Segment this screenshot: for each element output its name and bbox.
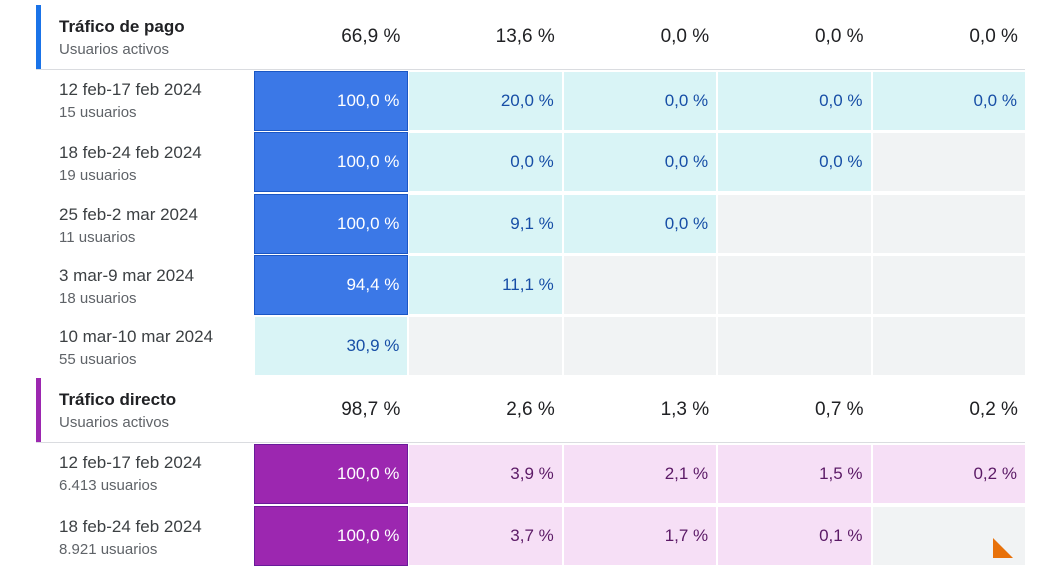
cohort-user-count: 19 usuarios [59, 167, 137, 185]
segment-total-week-3: 0,7 % [814, 399, 864, 421]
segment-totals: 66,9 % 13,6 % 0,0 % 0,0 % 0,0 % [254, 5, 1026, 69]
retention-cell[interactable]: 1,7 % [563, 506, 717, 565]
retention-cell[interactable]: 30,9 % [255, 317, 408, 376]
retention-cell [563, 317, 717, 376]
retention-cell[interactable]: 0,0 % [563, 72, 717, 130]
cohort-cells: 94,4 % 11,1 % [253, 254, 1027, 317]
retention-cell [718, 194, 871, 253]
cursor-pointer-icon [993, 538, 1013, 558]
retention-cell[interactable]: 1,5 % [718, 445, 871, 504]
retention-cell[interactable]: 0,0 % [718, 72, 871, 130]
cohort-label: 3 mar-9 mar 2024 18 usuarios [59, 266, 194, 308]
cohort-row: 18 feb-24 feb 2024 8.921 usuarios 100,0 % 3… [36, 505, 1027, 568]
retention-cell[interactable]: 3,9 % [409, 445, 562, 504]
cohort-date-range: 18 feb-24 feb 2024 [59, 516, 202, 536]
retention-cell [872, 317, 1025, 376]
cohort-user-count: 55 usuarios [59, 351, 137, 369]
cohort-user-count: 8.921 usuarios [59, 540, 158, 558]
retention-cell [872, 194, 1025, 253]
segment-total-week-2: 0,0 % [660, 26, 710, 47]
segment-total-week-2: 1,3 % [660, 399, 710, 421]
cohort-label: 12 feb-17 feb 2024 6.413 usuarios [59, 453, 202, 495]
retention-cell[interactable]: 20,0 % [409, 72, 562, 130]
retention-cell[interactable]: 0,0 % [409, 133, 562, 192]
retention-cell[interactable]: 2,1 % [563, 445, 717, 504]
segment-totals: 98,7 % 2,6 % 1,3 % 0,7 % 0,2 % [254, 378, 1026, 442]
segment-total-week-4: 0,2 % [969, 399, 1018, 421]
cohort-cells: 100,0 % 3,7 % 1,7 % 0,1 % [253, 505, 1027, 568]
retention-cell [563, 255, 717, 314]
segment-title: Tráfico directo Usuarios activos [59, 390, 176, 432]
retention-cell [872, 255, 1025, 314]
cohort-date-range: 12 feb-17 feb 2024 [59, 453, 202, 473]
retention-cell[interactable]: 0,0 % [872, 72, 1025, 130]
retention-cell[interactable]: 94,4 % [253, 254, 409, 315]
retention-cell[interactable]: 100,0 % [253, 132, 409, 193]
segment-header-direct[interactable]: Tráfico directo Usuarios activos 98,7 % 2,6… [36, 378, 1026, 444]
retention-cell[interactable]: 100,0 % [253, 193, 409, 254]
cohort-label: 18 feb-24 feb 2024 8.921 usuarios [59, 517, 202, 559]
segment-color-bar [36, 5, 41, 69]
cohort-user-count: 11 usuarios [59, 228, 136, 246]
cohort-label: 12 feb-17 feb 2024 15 usuarios [59, 80, 202, 122]
retention-cell[interactable]: 0,1 % [718, 506, 871, 565]
retention-cell[interactable]: 0,0 % [718, 133, 871, 192]
cohort-cells: 100,0 % 9,1 % 0,0 % [253, 193, 1027, 256]
cohort-cells: 100,0 % 0,0 % 0,0 % 0,0 % [253, 132, 1027, 194]
cohort-row: 25 feb-2 mar 2024 11 usuarios 100,0 % 9,1 %… [36, 193, 1027, 256]
retention-cell[interactable]: 3,7 % [409, 506, 562, 565]
cohort-row: 3 mar-9 mar 2024 18 usuarios 94,4 % 11,1 % [36, 254, 1027, 317]
cohort-row: 12 feb-17 feb 2024 15 usuarios 100,0 % 20,0… [36, 70, 1025, 133]
cohort-label: 18 feb-24 feb 2024 19 usuarios [59, 143, 202, 185]
segment-name: Tráfico directo [59, 390, 177, 410]
segment-title: Tráfico de pago Usuarios activos [59, 17, 185, 59]
cohort-cells: 100,0 % 3,9 % 2,1 % 1,5 % 0,2 % [253, 444, 1027, 508]
segment-color-bar [36, 378, 41, 443]
retention-cell[interactable]: 0,2 % [872, 445, 1025, 504]
segment-total-week-0: 98,7 % [341, 399, 401, 421]
segment-metric: Usuarios activos [59, 414, 170, 432]
segment-total-week-4: 0,0 % [969, 26, 1018, 47]
cohort-date-range: 3 mar-9 mar 2024 [59, 265, 195, 285]
retention-cell[interactable]: 11,1 % [409, 255, 562, 314]
cohort-row: 18 feb-24 feb 2024 19 usuarios 100,0 % 0,0 … [36, 132, 1027, 194]
segment-name: Tráfico de pago [59, 17, 185, 36]
segment-header-paid[interactable]: Tráfico de pago Usuarios activos 66,9 % 13,… [36, 5, 1025, 70]
cohort-date-range: 12 feb-17 feb 2024 [59, 80, 202, 99]
cohort-label: 25 feb-2 mar 2024 11 usuarios [59, 205, 198, 247]
cohort-row: 12 feb-17 feb 2024 6.413 usuarios 100,0 % 3… [36, 443, 1025, 506]
cohort-date-range: 25 feb-2 mar 2024 [59, 204, 198, 224]
segment-total-week-0: 66,9 % [341, 26, 401, 47]
cohort-cells: 100,0 % 20,0 % 0,0 % 0,0 % 0,0 % [253, 71, 1027, 135]
retention-cell[interactable]: 100,0 % [253, 505, 409, 566]
segment-metric: Usuarios activos [59, 41, 170, 58]
cohort-user-count: 18 usuarios [59, 289, 137, 307]
retention-cell[interactable]: 9,1 % [409, 194, 562, 253]
cohort-date-range: 10 mar-10 mar 2024 [59, 327, 214, 347]
retention-cell[interactable]: 100,0 % [253, 444, 409, 505]
retention-cell [409, 317, 562, 376]
retention-cell[interactable]: 0,0 % [563, 194, 717, 253]
segment-total-week-3: 0,0 % [814, 26, 864, 47]
cohort-table: Tráfico de pago Usuarios activos 66,9 % 13,… [36, 5, 1025, 568]
cohort-date-range: 18 feb-24 feb 2024 [59, 143, 202, 163]
segment-total-week-1: 13,6 % [495, 26, 555, 47]
cohort-cells: 30,9 % [255, 317, 1027, 378]
cohort-user-count: 15 usuarios [59, 104, 137, 121]
cohort-user-count: 6.413 usuarios [59, 477, 158, 495]
cohort-row: 10 mar-10 mar 2024 55 usuarios 30,9 % [36, 317, 1025, 378]
retention-cell [872, 133, 1025, 192]
retention-cell[interactable]: 100,0 % [253, 71, 409, 131]
cohort-label: 10 mar-10 mar 2024 55 usuarios [59, 327, 213, 369]
retention-cell [718, 317, 871, 376]
retention-cell[interactable]: 0,0 % [563, 133, 717, 192]
retention-cell [718, 255, 871, 314]
segment-total-week-1: 2,6 % [506, 399, 555, 421]
